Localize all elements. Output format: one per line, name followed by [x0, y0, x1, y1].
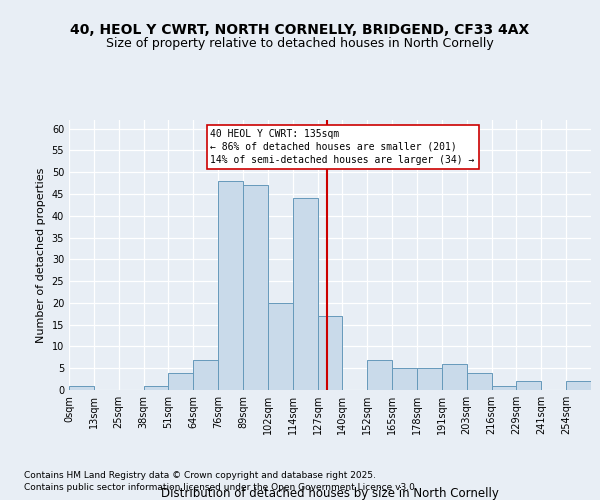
- Bar: [491, 386, 517, 390]
- Bar: [193, 360, 218, 390]
- Bar: [467, 372, 491, 390]
- X-axis label: Distribution of detached houses by size in North Cornelly: Distribution of detached houses by size …: [161, 487, 499, 500]
- Text: 40 HEOL Y CWRT: 135sqm
← 86% of detached houses are smaller (201)
14% of semi-de: 40 HEOL Y CWRT: 135sqm ← 86% of detached…: [211, 128, 475, 165]
- Bar: [417, 368, 442, 390]
- Bar: [392, 368, 417, 390]
- Bar: [69, 386, 94, 390]
- Text: Contains HM Land Registry data © Crown copyright and database right 2025.: Contains HM Land Registry data © Crown c…: [24, 471, 376, 480]
- Text: Size of property relative to detached houses in North Cornelly: Size of property relative to detached ho…: [106, 38, 494, 51]
- Bar: [243, 186, 268, 390]
- Bar: [293, 198, 317, 390]
- Text: 40, HEOL Y CWRT, NORTH CORNELLY, BRIDGEND, CF33 4AX: 40, HEOL Y CWRT, NORTH CORNELLY, BRIDGEN…: [70, 22, 530, 36]
- Bar: [143, 386, 169, 390]
- Bar: [442, 364, 467, 390]
- Bar: [367, 360, 392, 390]
- Y-axis label: Number of detached properties: Number of detached properties: [36, 168, 46, 342]
- Bar: [268, 303, 293, 390]
- Bar: [218, 181, 243, 390]
- Bar: [517, 382, 541, 390]
- Bar: [566, 382, 591, 390]
- Bar: [169, 372, 193, 390]
- Text: Contains public sector information licensed under the Open Government Licence v3: Contains public sector information licen…: [24, 484, 418, 492]
- Bar: [317, 316, 343, 390]
